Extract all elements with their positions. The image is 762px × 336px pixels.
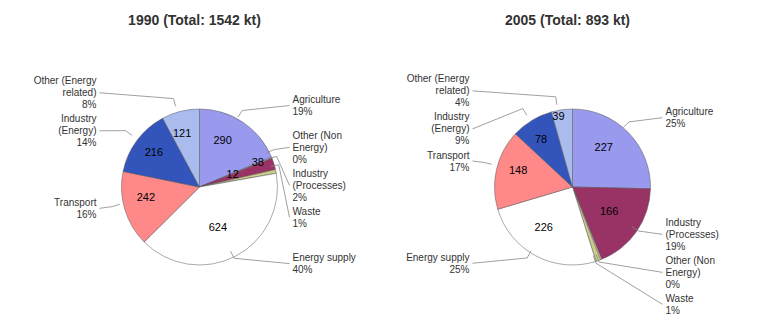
- svg-text:Industry(Processes)19%: Industry(Processes)19%: [666, 217, 719, 252]
- svg-text:Industry(Energy)14%: Industry(Energy)14%: [58, 113, 96, 148]
- svg-text:Agriculture25%: Agriculture25%: [666, 106, 714, 129]
- svg-text:121: 121: [173, 127, 191, 139]
- svg-text:290: 290: [213, 134, 231, 146]
- svg-text:Transport16%: Transport16%: [54, 197, 97, 220]
- svg-text:148: 148: [509, 164, 527, 176]
- svg-text:Energy supply40%: Energy supply40%: [293, 252, 356, 275]
- svg-text:Agriculture19%: Agriculture19%: [293, 94, 341, 117]
- svg-text:Other (Energyrelated)8%: Other (Energyrelated)8%: [34, 75, 97, 110]
- svg-text:Industry(Processes)2%: Industry(Processes)2%: [293, 168, 346, 203]
- svg-text:216: 216: [145, 146, 163, 158]
- svg-text:242: 242: [137, 191, 155, 203]
- html-text:1990 (Total: 1542 kt): 1990 (Total: 1542 kt): [128, 12, 261, 28]
- svg-text:78: 78: [535, 133, 547, 145]
- svg-text:Waste1%: Waste1%: [666, 293, 694, 316]
- svg-text:226: 226: [535, 221, 553, 233]
- svg-text:227: 227: [595, 141, 613, 153]
- svg-text:Other (NonEnergy)0%: Other (NonEnergy)0%: [666, 255, 715, 290]
- svg-text:Energy supply25%: Energy supply25%: [406, 252, 469, 275]
- svg-text:Other (Energyrelated)4%: Other (Energyrelated)4%: [407, 73, 470, 108]
- svg-text:Transport17%: Transport17%: [427, 150, 470, 173]
- svg-text:39: 39: [552, 110, 564, 122]
- html-text:2005 (Total: 893 kt): 2005 (Total: 893 kt): [505, 12, 630, 28]
- svg-text:Industry(Energy)9%: Industry(Energy)9%: [431, 111, 469, 146]
- svg-text:12: 12: [227, 168, 239, 180]
- svg-text:Other (NonEnergy)0%: Other (NonEnergy)0%: [293, 130, 342, 165]
- svg-text:624: 624: [209, 221, 227, 233]
- svg-text:Waste1%: Waste1%: [293, 206, 321, 229]
- svg-text:38: 38: [252, 156, 264, 168]
- svg-text:166: 166: [600, 205, 618, 217]
